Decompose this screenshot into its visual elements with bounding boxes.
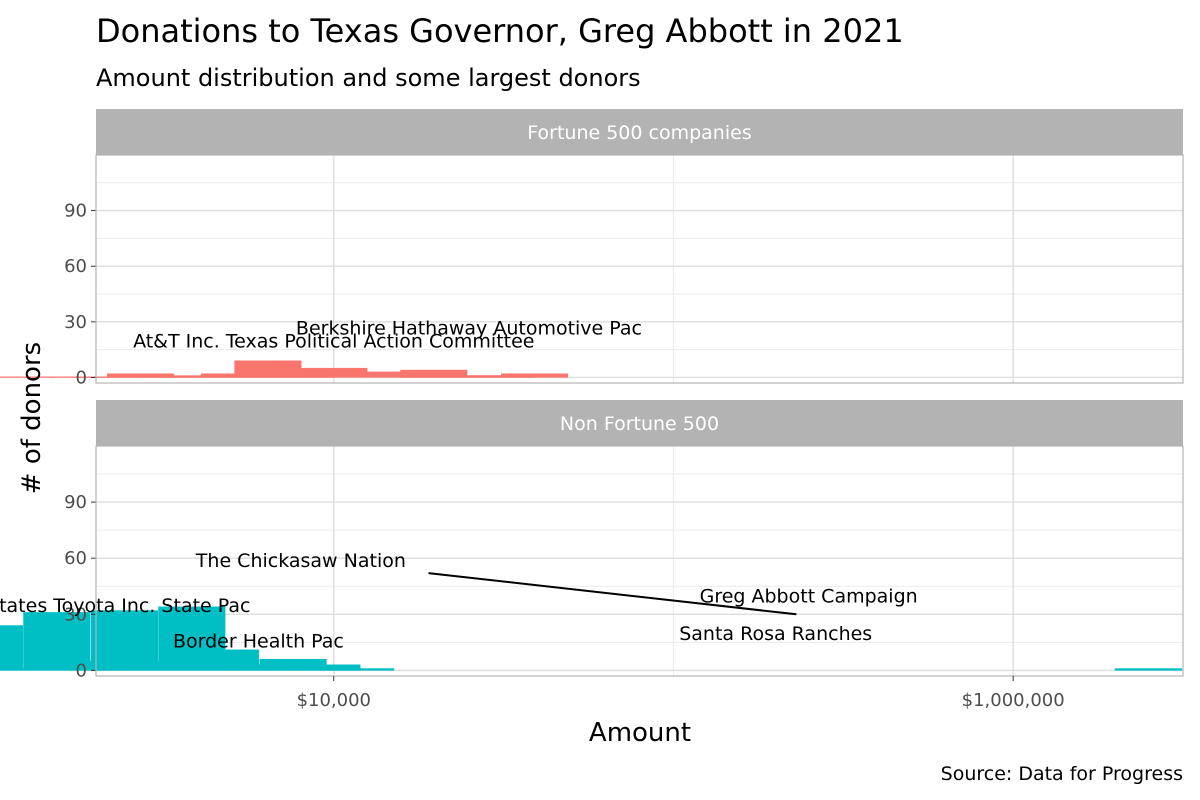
y-axis-title: # of donors	[17, 342, 47, 494]
histogram-bar	[300, 367, 368, 378]
y-tick-label: 30	[64, 604, 87, 625]
histogram-bar	[293, 664, 361, 671]
facet-panel: Non Fortune 500 0 30 60 90 The Chickasaw Nati…	[0, 400, 1184, 711]
y-tick-label: 30	[64, 312, 87, 333]
facet-strip	[96, 400, 1183, 446]
donor-label: Border Health Pac	[173, 630, 344, 652]
facet-strip-label: Non Fortune 500	[560, 413, 719, 435]
y-tick-label: 60	[64, 256, 87, 277]
histogram-bar	[327, 668, 395, 671]
y-tick-label: 60	[64, 548, 87, 569]
facet-panel: Fortune 500 companies 0 30 60 90 Berkshire Ha…	[0, 109, 1184, 388]
panel-border	[95, 445, 1184, 677]
histogram-bar	[90, 610, 159, 671]
donor-label: Berkshire Hathaway Automotive Pac	[296, 317, 642, 339]
x-tick-label: $1,000,000	[962, 690, 1065, 711]
histogram-bar	[1114, 668, 1182, 671]
facet-strip	[96, 109, 1183, 155]
histogram-bar	[0, 625, 24, 671]
y-tick-label: 0	[76, 660, 87, 681]
facet-strip-label: Fortune 500 companies	[527, 122, 751, 144]
chart-title: Donations to Texas Governor, Greg Abbott…	[96, 12, 904, 50]
panel-border	[95, 154, 1184, 384]
histogram-bar	[23, 612, 91, 671]
facet-panels: Fortune 500 companies 0 30 60 90 Berkshire Ha…	[0, 109, 1184, 711]
chart-subtitle: Amount distribution and some largest don…	[96, 64, 641, 92]
donor-label: At&T Inc. Texas Political Action Committ…	[133, 330, 534, 352]
y-tick-label: 90	[64, 201, 87, 222]
y-tick-label: 90	[64, 492, 87, 513]
label-leader-line	[428, 572, 797, 616]
y-tick-label: 0	[76, 367, 87, 388]
donor-label: Gulf States Toyota Inc. State Pac	[0, 595, 250, 617]
donor-label: The Chickasaw Nation	[195, 550, 406, 572]
x-axis-title: Amount	[589, 718, 691, 748]
donor-label: Santa Rosa Ranches	[679, 623, 872, 645]
histogram-bar	[234, 360, 302, 378]
chart-caption: Source: Data for Progress	[941, 763, 1183, 785]
histogram-bar	[501, 373, 569, 378]
x-tick-label: $10,000	[297, 690, 371, 711]
donor-label: Greg Abbott Campaign	[700, 586, 918, 608]
